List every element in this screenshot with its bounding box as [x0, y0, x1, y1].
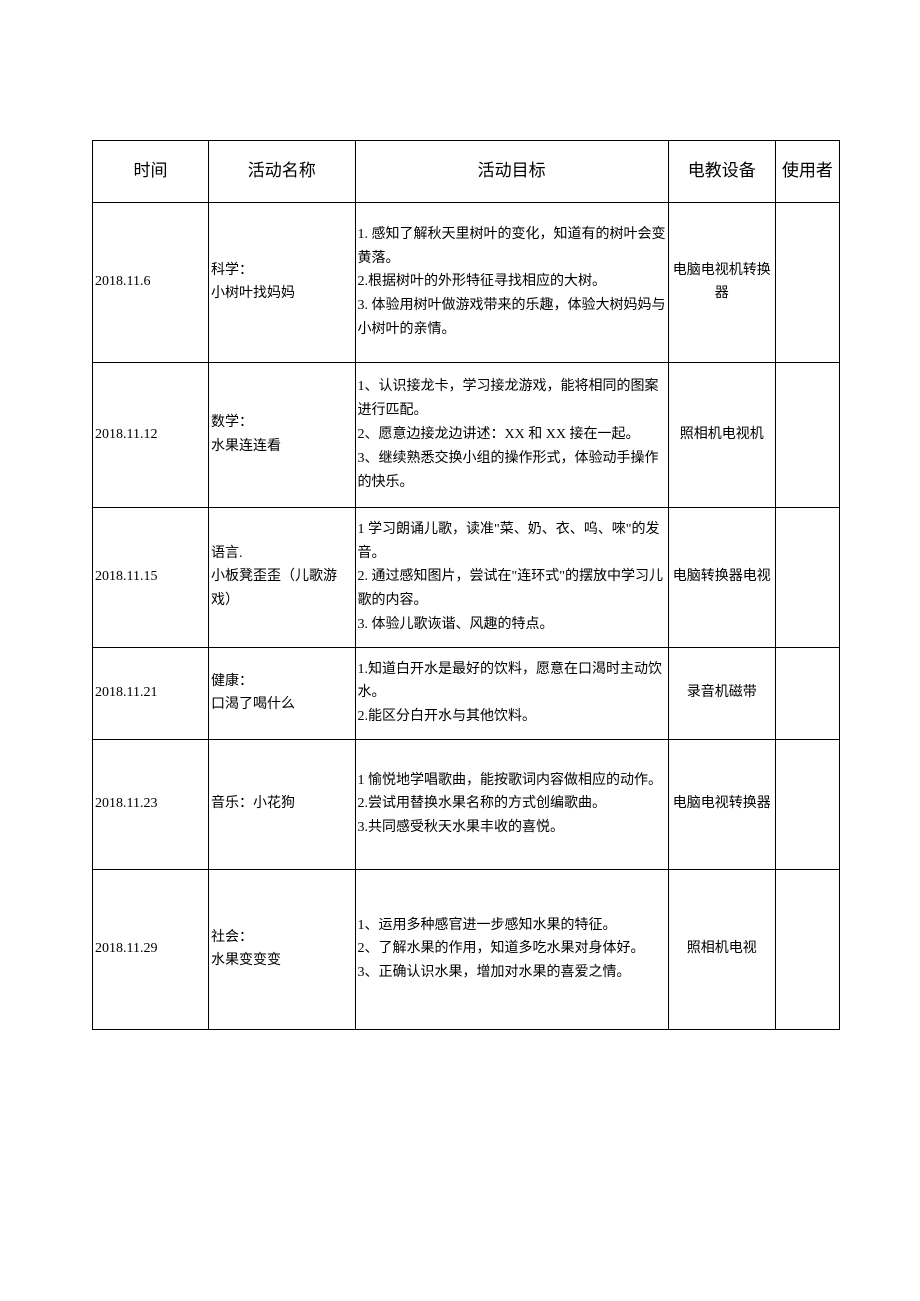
col-header-device: 电教设备 [668, 141, 775, 203]
cell-goal: 1.知道白开水是最好的饮料，愿意在口渴时主动饮水。2.能区分白开水与其他饮料。 [355, 647, 668, 739]
cell-goal: 1、运用多种感官进一步感知水果的特征。2、了解水果的作用，知道多吃水果对身体好。… [355, 869, 668, 1029]
cell-user [775, 869, 839, 1029]
col-header-user: 使用者 [775, 141, 839, 203]
cell-user [775, 202, 839, 362]
col-header-date: 时间 [93, 141, 209, 203]
cell-goal: 1 学习朗诵儿歌，读准"菜、奶、衣、呜、唻"的发音。2. 通过感知图片，尝试在"… [355, 507, 668, 647]
cell-user [775, 647, 839, 739]
cell-device: 电脑电视转换器 [668, 739, 775, 869]
col-header-goal: 活动目标 [355, 141, 668, 203]
col-header-name: 活动名称 [209, 141, 355, 203]
cell-user [775, 739, 839, 869]
cell-goal: 1、认识接龙卡，学习接龙游戏，能将相同的图案进行匹配。2、愿意边接龙边讲述：XX… [355, 362, 668, 507]
table-row: 2018.11.12 数学：水果连连看 1、认识接龙卡，学习接龙游戏，能将相同的… [93, 362, 840, 507]
cell-name: 社会：水果变变变 [209, 869, 355, 1029]
table-row: 2018.11.29 社会：水果变变变 1、运用多种感官进一步感知水果的特征。2… [93, 869, 840, 1029]
cell-date: 2018.11.21 [93, 647, 209, 739]
cell-device: 电脑电视机转换器 [668, 202, 775, 362]
cell-date: 2018.11.6 [93, 202, 209, 362]
cell-date: 2018.11.23 [93, 739, 209, 869]
cell-name: 健康：口渴了喝什么 [209, 647, 355, 739]
cell-device: 照相机电视机 [668, 362, 775, 507]
schedule-table: 时间 活动名称 活动目标 电教设备 使用者 2018.11.6 科学：小树叶找妈… [92, 140, 840, 1030]
table-row: 2018.11.23 音乐：小花狗 1 愉悦地学唱歌曲，能按歌词内容做相应的动作… [93, 739, 840, 869]
cell-date: 2018.11.12 [93, 362, 209, 507]
cell-name: 科学：小树叶找妈妈 [209, 202, 355, 362]
cell-user [775, 362, 839, 507]
cell-device: 照相机电视 [668, 869, 775, 1029]
cell-name: 音乐：小花狗 [209, 739, 355, 869]
cell-date: 2018.11.29 [93, 869, 209, 1029]
cell-goal: 1 愉悦地学唱歌曲，能按歌词内容做相应的动作。2.尝试用替换水果名称的方式创编歌… [355, 739, 668, 869]
cell-date: 2018.11.15 [93, 507, 209, 647]
table-row: 2018.11.15 语言.小板凳歪歪（儿歌游戏） 1 学习朗诵儿歌，读准"菜、… [93, 507, 840, 647]
table-row: 2018.11.6 科学：小树叶找妈妈 1. 感知了解秋天里树叶的变化，知道有的… [93, 202, 840, 362]
cell-name: 数学：水果连连看 [209, 362, 355, 507]
table-row: 2018.11.21 健康：口渴了喝什么 1.知道白开水是最好的饮料，愿意在口渴… [93, 647, 840, 739]
cell-device: 电脑转换器电视 [668, 507, 775, 647]
cell-user [775, 507, 839, 647]
cell-name: 语言.小板凳歪歪（儿歌游戏） [209, 507, 355, 647]
cell-device: 录音机磁带 [668, 647, 775, 739]
cell-goal: 1. 感知了解秋天里树叶的变化，知道有的树叶会变黄落。2.根据树叶的外形特征寻找… [355, 202, 668, 362]
table-header-row: 时间 活动名称 活动目标 电教设备 使用者 [93, 141, 840, 203]
